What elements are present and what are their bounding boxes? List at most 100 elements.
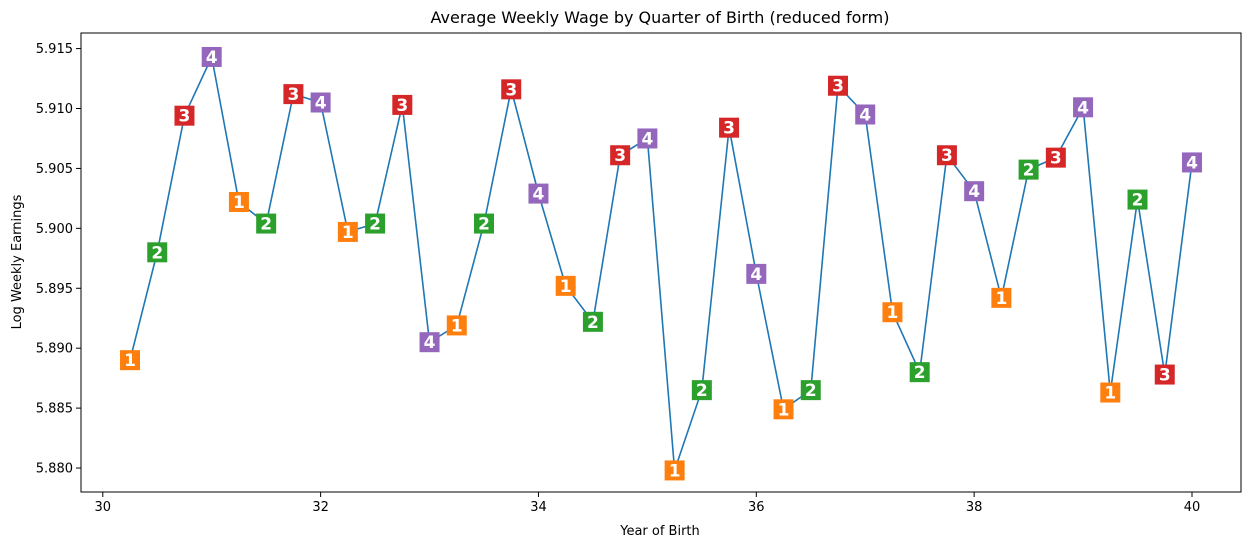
x-tick-label: 32 <box>312 500 329 515</box>
marker-box <box>909 362 930 383</box>
quarter-2-marker: 2 <box>800 380 821 401</box>
marker-label: 2 <box>914 363 926 383</box>
quarter-2-marker: 2 <box>474 213 495 235</box>
quarter-4-marker: 4 <box>1181 152 1202 173</box>
marker-label: 2 <box>587 313 599 333</box>
marker-label: 3 <box>723 119 735 139</box>
marker-label: 1 <box>995 289 1007 309</box>
marker-box <box>555 275 576 296</box>
quarter-1-marker: 1 <box>1100 382 1121 404</box>
marker-box <box>719 117 740 138</box>
quarter-4-marker: 4 <box>964 181 985 202</box>
quarter-1-marker: 1 <box>446 315 467 336</box>
marker-box <box>283 84 304 105</box>
marker-label: 4 <box>750 265 762 285</box>
y-tick-label: 5.900 <box>36 222 73 237</box>
quarter-4-marker: 4 <box>1073 97 1094 118</box>
quarter-1-marker: 1 <box>991 287 1012 309</box>
quarter-1-marker: 1 <box>337 221 358 243</box>
marker-box <box>582 311 603 332</box>
marker-label: 4 <box>641 129 653 149</box>
marker-box <box>800 380 821 401</box>
marker-box <box>147 242 168 263</box>
marker-label: 4 <box>968 182 980 202</box>
quarter-2-marker: 2 <box>909 362 930 383</box>
marker-label: 3 <box>941 146 953 166</box>
marker-label: 1 <box>233 193 245 213</box>
marker-box <box>474 213 495 234</box>
quarter-3-marker: 3 <box>827 75 848 97</box>
marker-box <box>528 183 549 204</box>
marker-label: 4 <box>859 105 871 125</box>
marker-label: 1 <box>560 277 572 297</box>
marker-label: 3 <box>287 85 299 105</box>
y-tick-label: 5.905 <box>36 162 73 177</box>
quarter-1-marker: 1 <box>120 350 141 371</box>
marker-label: 3 <box>396 96 408 116</box>
y-axis: 5.880 5.885 5.890 5.895 5.900 5.905 5.910 5.915 <box>36 42 81 477</box>
marker-box <box>446 315 467 336</box>
quarter-3-marker: 3 <box>392 94 413 116</box>
marker-label: 4 <box>1186 153 1198 173</box>
quarter-3-marker: 3 <box>501 79 522 100</box>
marker-box <box>201 46 222 67</box>
marker-box <box>964 181 985 202</box>
x-axis: 30 32 34 36 38 40 <box>95 492 1200 515</box>
marker-label: 3 <box>614 146 626 166</box>
quarter-4-marker: 4 <box>528 183 549 205</box>
x-tick-label: 38 <box>966 500 983 515</box>
marker-box <box>228 191 249 212</box>
quarter-4-marker: 4 <box>419 332 440 353</box>
marker-label: 2 <box>369 215 381 235</box>
quarter-3-marker: 3 <box>1154 364 1175 386</box>
x-tick-label: 30 <box>95 500 112 515</box>
quarter-2-marker: 2 <box>1018 159 1039 181</box>
marker-label: 1 <box>669 461 681 481</box>
marker-label: 2 <box>478 215 490 235</box>
marker-box <box>1045 147 1066 168</box>
marker-box <box>855 104 876 125</box>
quarter-1-marker: 1 <box>773 399 794 420</box>
marker-label: 4 <box>206 48 218 68</box>
y-axis-label: Log Weekly Earnings <box>10 194 25 329</box>
y-tick-label: 5.880 <box>36 462 73 477</box>
quarter-3-marker: 3 <box>174 105 195 127</box>
quarter-1-marker: 1 <box>228 191 249 213</box>
marker-label: 2 <box>1023 161 1035 181</box>
quarter-3-marker: 3 <box>936 145 957 166</box>
y-tick-label: 5.895 <box>36 282 73 297</box>
y-tick-label: 5.890 <box>36 342 73 357</box>
marker-label: 3 <box>179 107 191 127</box>
chart-title: Average Weekly Wage by Quarter of Birth … <box>431 8 890 27</box>
quarter-4-marker: 4 <box>201 46 222 68</box>
marker-box <box>365 213 386 234</box>
marker-box <box>637 128 658 149</box>
marker-box <box>746 263 767 284</box>
y-tick-label: 5.885 <box>36 402 73 417</box>
plot-frame <box>80 32 1242 493</box>
marker-label: 2 <box>696 381 708 401</box>
series-line <box>129 54 1193 471</box>
y-tick-label: 5.915 <box>36 42 73 57</box>
marker-label: 1 <box>124 351 136 371</box>
marker-label: 4 <box>533 185 545 205</box>
marker-label: 1 <box>342 223 354 243</box>
marker-box <box>991 287 1012 308</box>
quarter-2-marker: 2 <box>256 213 277 235</box>
y-tick-label: 5.910 <box>36 102 73 117</box>
marker-box <box>1127 189 1148 210</box>
quarter-1-marker: 1 <box>555 275 576 297</box>
marker-label: 3 <box>1159 366 1171 386</box>
marker-label: 1 <box>1104 384 1116 404</box>
quarter-2-marker: 2 <box>147 242 168 263</box>
marker-box <box>664 460 685 481</box>
quarter-3-marker: 3 <box>610 145 631 166</box>
x-tick-label: 34 <box>530 500 547 515</box>
marker-label: 3 <box>1050 149 1062 169</box>
quarter-4-marker: 4 <box>637 128 658 149</box>
marker-label: 1 <box>778 400 790 420</box>
marker-label: 4 <box>424 333 436 353</box>
marker-box <box>337 221 358 242</box>
